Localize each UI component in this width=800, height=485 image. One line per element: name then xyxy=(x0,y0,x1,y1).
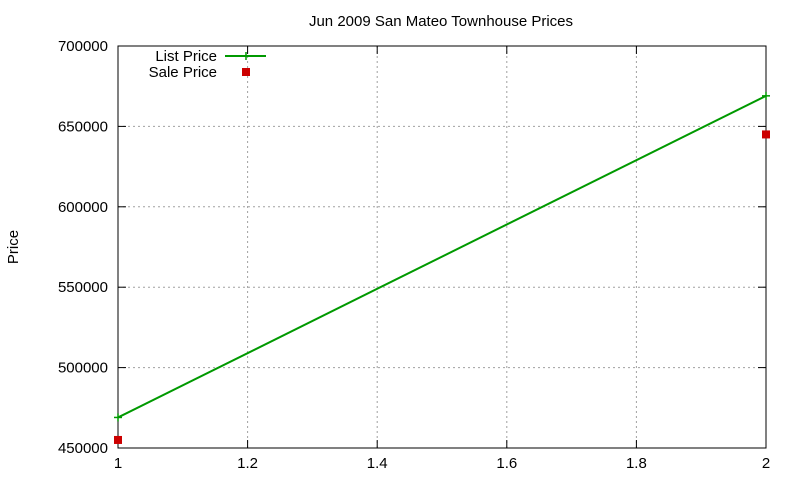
plot-frame xyxy=(117,45,767,449)
x-tick-label: 1.2 xyxy=(237,455,258,472)
data-point xyxy=(762,91,770,100)
x-tick-label: 1.8 xyxy=(626,455,647,472)
chart-title: Jun 2009 San Mateo Townhouse Prices xyxy=(309,13,573,30)
y-tick-label: 650000 xyxy=(58,118,108,135)
legend-label: List Price xyxy=(155,48,217,65)
legend-label: Sale Price xyxy=(149,64,217,81)
axis-tick-labels: 1 1.2 1.4 1.6 1.8 2 450000 500000 550000 600000 65… xyxy=(58,38,770,472)
x-tick-label: 1.4 xyxy=(367,455,388,472)
legend-entry: Sale Price xyxy=(149,64,250,81)
legend-entry: List Price xyxy=(155,48,266,65)
grid-lines xyxy=(118,46,766,448)
data-point xyxy=(762,130,770,139)
y-tick-label: 700000 xyxy=(58,38,108,55)
legend-marker xyxy=(242,52,250,60)
x-tick-label: 1.6 xyxy=(496,455,517,472)
data-point xyxy=(114,413,122,422)
y-tick-label: 500000 xyxy=(58,360,108,377)
series-list-price xyxy=(114,91,770,422)
x-tick-label: 1 xyxy=(114,455,122,472)
y-tick-label: 450000 xyxy=(58,440,108,457)
legend-marker xyxy=(242,68,250,76)
x-tick-label: 2 xyxy=(762,455,770,472)
series-line xyxy=(117,94,767,419)
series-sale-price xyxy=(114,130,770,444)
y-tick-label: 600000 xyxy=(58,199,108,216)
data-series xyxy=(114,91,770,444)
y-axis-label: Price xyxy=(5,230,22,264)
y-tick-label: 550000 xyxy=(58,279,108,296)
data-point xyxy=(114,435,122,444)
axis-ticks xyxy=(117,45,767,449)
